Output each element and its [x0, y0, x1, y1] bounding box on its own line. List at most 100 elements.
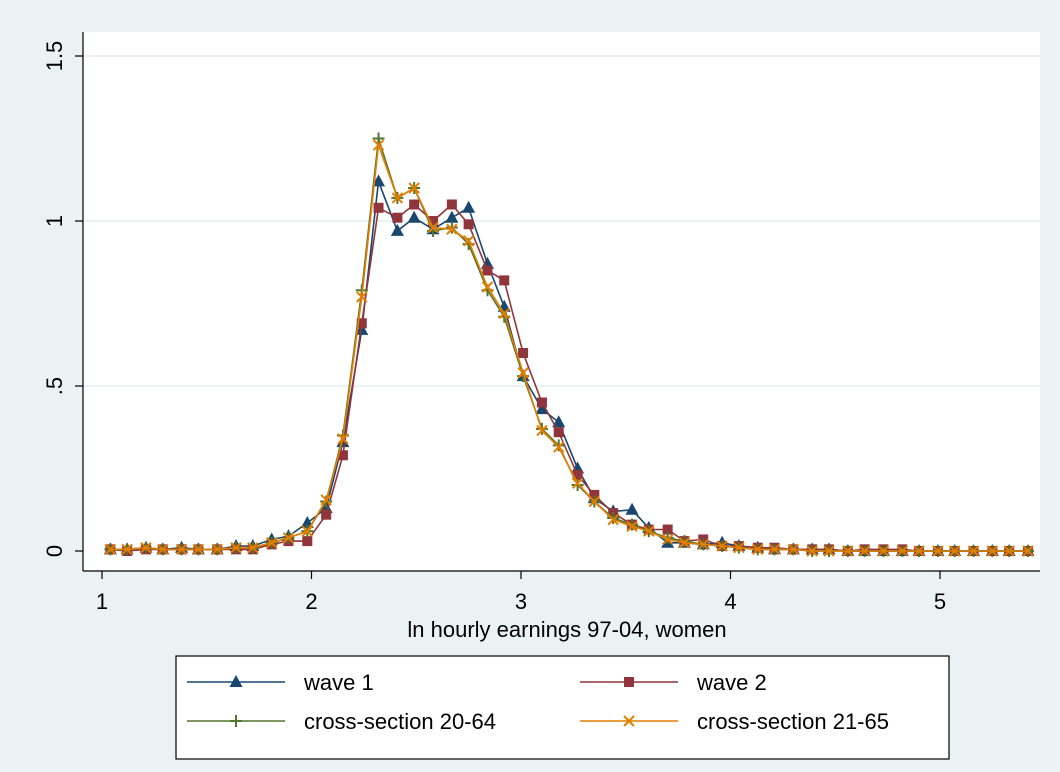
legend-item-cross-section-21-65: cross-section 21-65 — [580, 709, 889, 734]
data-point-cross-section-21-65 — [301, 525, 314, 537]
data-point-cross-section-20-64 — [607, 512, 620, 524]
data-point-wave-2 — [392, 212, 403, 223]
data-point-cross-section-21-65 — [121, 543, 133, 556]
legend-label: cross-section 21-65 — [697, 709, 889, 734]
data-point-cross-section-21-65 — [697, 538, 709, 551]
y-tick-label: 0 — [42, 545, 67, 557]
data-point-cross-section-21-65 — [932, 545, 944, 557]
data-point-wave-2 — [409, 199, 420, 210]
data-point-cross-section-21-65 — [661, 533, 674, 546]
legend-item-wave-2: wave 2 — [580, 670, 767, 695]
data-point-wave-2 — [553, 427, 564, 438]
data-point-wave-1 — [535, 402, 549, 415]
data-point-wave-2 — [356, 318, 367, 329]
series-cross-section-21-65 — [104, 139, 1034, 557]
data-point-cross-section-21-65 — [571, 477, 584, 490]
data-point-cross-section-21-65 — [247, 541, 259, 554]
data-point-wave-2 — [446, 199, 457, 210]
data-point-cross-section-21-65 — [913, 545, 925, 557]
legend-box — [175, 655, 950, 760]
data-point-cross-section-21-65 — [337, 433, 349, 445]
data-point-wave-2 — [499, 275, 510, 286]
legend-label: wave 1 — [303, 670, 374, 695]
y-tick-label: 1 — [42, 215, 67, 227]
y-tick-label: .5 — [42, 377, 67, 395]
gridlines — [83, 55, 1040, 387]
data-point-cross-section-21-65 — [626, 520, 638, 532]
x-tick-label: 1 — [96, 589, 108, 614]
data-point-cross-section-21-65 — [1022, 545, 1034, 557]
data-point-cross-section-21-65 — [481, 281, 494, 293]
data-point-wave-1 — [625, 502, 639, 515]
data-point-cross-section-21-65 — [192, 543, 205, 556]
data-point-cross-section-21-65 — [140, 541, 152, 554]
data-point-wave-2 — [321, 509, 332, 520]
data-point-wave-2 — [302, 536, 313, 547]
data-point-cross-section-21-65 — [175, 543, 188, 556]
data-point-cross-section-21-65 — [896, 545, 908, 557]
data-point-wave-1 — [407, 210, 421, 223]
data-point-wave-2 — [482, 265, 493, 276]
data-point-cross-section-21-65 — [733, 541, 745, 554]
data-point-cross-section-21-65 — [877, 545, 890, 557]
data-point-cross-section-21-65 — [356, 291, 368, 303]
data-point-cross-section-21-65 — [498, 307, 510, 320]
data-point-cross-section-21-65 — [427, 221, 439, 234]
data-point-cross-section-21-65 — [588, 495, 601, 508]
data-point-cross-section-21-65 — [678, 537, 691, 549]
data-point-cross-section-21-65 — [265, 537, 278, 549]
data-point-cross-section-21-65 — [806, 545, 818, 557]
data-point-cross-section-21-65 — [446, 223, 458, 235]
data-point-cross-section-21-65 — [230, 541, 242, 554]
data-point-wave-2 — [572, 470, 583, 481]
data-point-cross-section-21-65 — [768, 543, 781, 556]
y-tick-label: 1.5 — [42, 41, 67, 72]
data-point-wave-2 — [536, 397, 547, 408]
data-point-wave-2 — [373, 202, 384, 213]
data-point-cross-section-21-65 — [967, 545, 980, 557]
data-point-cross-section-20-64 — [552, 439, 565, 452]
data-point-wave-1 — [462, 200, 476, 213]
data-point-wave-2 — [428, 216, 439, 226]
legend-item-wave-1: wave 1 — [187, 670, 374, 695]
axes: 0 .5 1 1.5 1 2 3 4 5 — [42, 32, 1040, 614]
data-point-cross-section-21-65 — [282, 532, 295, 544]
data-point-wave-1 — [445, 210, 459, 223]
data-point-cross-section-21-65 — [408, 182, 420, 194]
data-point-cross-section-21-65 — [104, 543, 117, 556]
x-tick-label: 2 — [305, 589, 317, 614]
data-point-cross-section-20-64 — [372, 132, 385, 145]
series-line-wave-2 — [110, 203, 1028, 552]
legend-label: wave 2 — [696, 670, 767, 695]
data-point-cross-section-21-65 — [320, 494, 332, 506]
legend-marker — [230, 715, 242, 727]
data-point-cross-section-21-65 — [823, 545, 835, 557]
data-point-cross-section-21-65 — [716, 540, 728, 552]
x-tick-label: 3 — [515, 589, 527, 614]
legend-marker — [624, 677, 634, 687]
data-point-cross-section-21-65 — [787, 543, 800, 556]
data-point-cross-section-21-65 — [842, 545, 854, 557]
data-point-cross-section-21-65 — [948, 545, 961, 557]
data-point-cross-section-20-64 — [678, 535, 691, 548]
legend-marker — [623, 715, 635, 727]
data-point-cross-section-21-65 — [858, 545, 871, 557]
plot-area — [83, 32, 1040, 571]
data-point-cross-section-21-65 — [211, 543, 223, 556]
data-point-cross-section-21-65 — [536, 424, 548, 437]
data-point-cross-section-21-65 — [643, 525, 655, 537]
data-point-wave-2 — [589, 489, 600, 500]
data-point-wave-2 — [518, 348, 529, 358]
legend-marker — [229, 675, 243, 687]
data-point-cross-section-21-65 — [462, 235, 475, 247]
data-point-cross-section-21-65 — [517, 367, 529, 379]
data-point-cross-section-21-65 — [986, 545, 999, 557]
data-point-cross-section-21-65 — [752, 543, 764, 556]
legend-item-cross-section-20-64: cross-section 20-64 — [187, 709, 496, 734]
legend-label: cross-section 20-64 — [304, 709, 496, 734]
data-point-cross-section-20-64 — [445, 221, 458, 234]
x-tick-label: 5 — [934, 589, 946, 614]
data-point-wave-2 — [463, 219, 474, 230]
